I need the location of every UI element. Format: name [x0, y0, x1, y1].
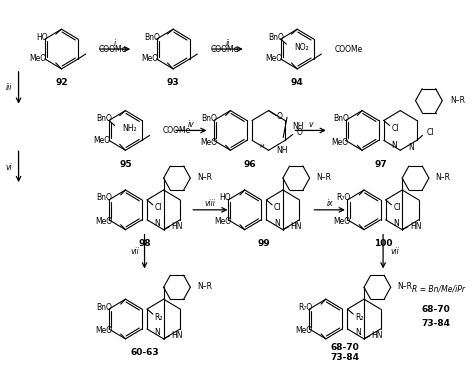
Text: 96: 96	[243, 160, 256, 169]
Text: R₂: R₂	[155, 312, 163, 321]
Text: BnO: BnO	[333, 114, 349, 123]
Text: 100: 100	[374, 239, 392, 248]
Text: MeO: MeO	[95, 217, 112, 226]
Text: Cl: Cl	[274, 203, 282, 212]
Text: MeO: MeO	[334, 217, 351, 226]
Text: 98: 98	[138, 239, 151, 248]
Text: MeO: MeO	[265, 54, 282, 63]
Text: 99: 99	[257, 239, 270, 248]
Text: MeO: MeO	[295, 326, 312, 335]
Text: MeO: MeO	[93, 136, 110, 145]
Text: 93: 93	[167, 78, 180, 87]
Text: 94: 94	[291, 78, 303, 87]
Text: 95: 95	[119, 160, 132, 169]
Text: COOMe: COOMe	[210, 45, 239, 54]
Text: N: N	[408, 143, 414, 152]
Text: Cl: Cl	[426, 128, 434, 137]
Text: 97: 97	[375, 160, 388, 169]
Text: BnO: BnO	[96, 303, 112, 312]
Text: iii: iii	[6, 83, 12, 92]
Text: HO: HO	[220, 194, 231, 202]
Text: BnO: BnO	[201, 114, 217, 123]
Text: HO: HO	[36, 33, 48, 42]
Text: viii: viii	[205, 200, 216, 208]
Text: MeO: MeO	[200, 138, 217, 147]
Text: BnO: BnO	[96, 194, 112, 202]
Text: N–R: N–R	[397, 282, 412, 291]
Text: NH: NH	[276, 146, 288, 155]
Text: Cl: Cl	[392, 124, 399, 133]
Text: R₇O: R₇O	[298, 303, 312, 312]
Text: vi: vi	[6, 163, 12, 172]
Text: HN: HN	[372, 332, 383, 340]
Text: HN: HN	[171, 332, 183, 340]
Text: HN: HN	[291, 222, 302, 231]
Text: COOMe: COOMe	[99, 45, 128, 54]
Text: R₂: R₂	[355, 312, 364, 321]
Text: Cl: Cl	[155, 203, 162, 212]
Text: HN: HN	[171, 222, 183, 231]
Text: iv: iv	[188, 120, 195, 129]
Text: MeO: MeO	[141, 54, 158, 63]
Text: vii: vii	[131, 247, 139, 256]
Text: N–R: N–R	[450, 96, 465, 105]
Text: N: N	[355, 328, 361, 338]
Text: ix: ix	[326, 200, 333, 208]
Text: N–R: N–R	[436, 172, 451, 182]
Text: i: i	[114, 39, 116, 48]
Text: HN: HN	[410, 222, 421, 231]
Text: COOMe: COOMe	[335, 45, 363, 54]
Text: NO₂: NO₂	[294, 42, 309, 51]
Text: BnO: BnO	[144, 33, 160, 42]
Text: 92: 92	[55, 78, 68, 87]
Text: Cl: Cl	[393, 203, 401, 212]
Text: N: N	[155, 328, 161, 338]
Text: BnO: BnO	[96, 114, 112, 123]
Text: O: O	[297, 128, 302, 137]
Text: v: v	[308, 120, 313, 129]
Text: COOMe: COOMe	[163, 126, 191, 135]
Text: R = Bn/Me/iPr: R = Bn/Me/iPr	[412, 285, 465, 294]
Text: O: O	[276, 112, 282, 121]
Text: MeO: MeO	[29, 54, 46, 63]
Text: H: H	[260, 144, 264, 149]
Text: N–R: N–R	[197, 282, 212, 291]
Text: MeO: MeO	[214, 217, 231, 226]
Text: BnO: BnO	[268, 33, 284, 42]
Text: vii: vii	[390, 247, 399, 256]
Text: NH: NH	[293, 122, 304, 131]
Text: 60-63: 60-63	[130, 348, 159, 357]
Text: N: N	[392, 141, 397, 150]
Text: MeO: MeO	[95, 326, 112, 335]
Text: ii: ii	[226, 39, 230, 48]
Text: N: N	[274, 219, 280, 228]
Text: MeO: MeO	[332, 138, 349, 147]
Text: 68-70
73-84: 68-70 73-84	[330, 343, 359, 363]
Text: N: N	[393, 219, 399, 228]
Text: R₇O: R₇O	[337, 194, 351, 202]
Text: 68-70: 68-70	[421, 304, 450, 313]
Text: N–R: N–R	[197, 172, 212, 182]
Text: NH₂: NH₂	[122, 124, 137, 133]
Text: 73-84: 73-84	[421, 320, 450, 328]
Text: N: N	[155, 219, 161, 228]
Text: N–R: N–R	[316, 172, 331, 182]
